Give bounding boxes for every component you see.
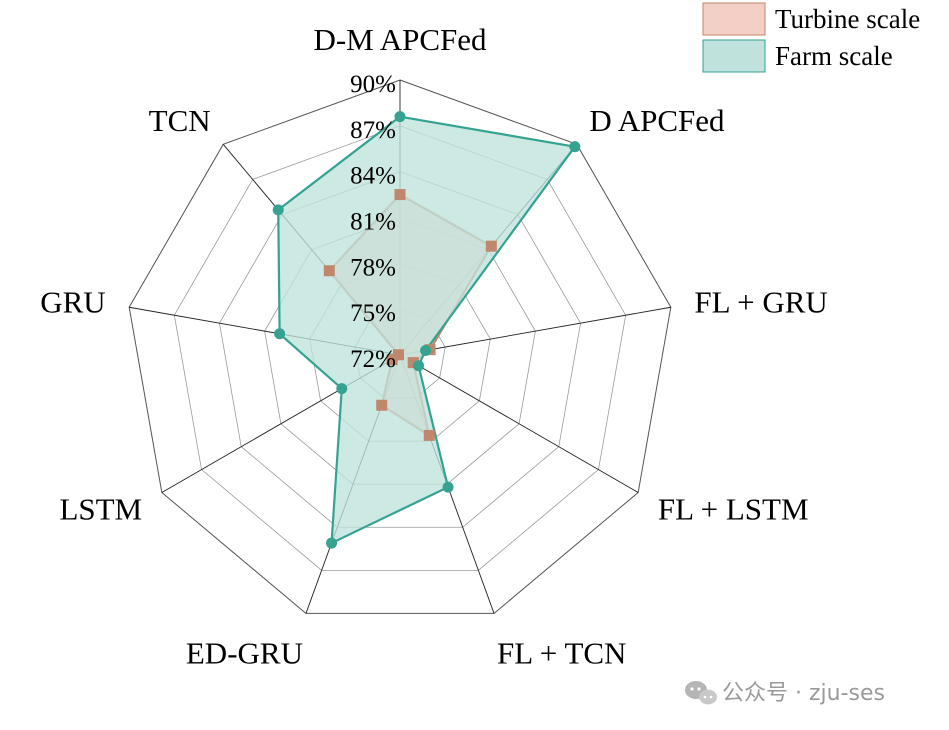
watermark-text: 公众号 · zju-ses <box>722 681 885 706</box>
axis-label: D APCFed <box>589 103 725 138</box>
legend-label-turbine: Turbine scale <box>775 4 920 34</box>
axis-label: FL + LSTM <box>658 492 809 527</box>
data-point-turbine-scale <box>323 265 335 277</box>
data-point-farm-scale <box>420 344 432 356</box>
radar-series <box>272 111 581 549</box>
tick-label: 78% <box>350 254 396 281</box>
legend: Turbine scale Farm scale <box>702 2 920 73</box>
data-point-farm-scale <box>274 328 286 340</box>
tick-label: 87% <box>350 117 396 144</box>
legend-label-farm: Farm scale <box>775 41 893 71</box>
axis-label: FL + GRU <box>694 285 827 320</box>
axis-label: TCN <box>149 103 211 138</box>
data-point-farm-scale <box>442 481 454 493</box>
grid-spoke <box>399 306 671 356</box>
series-area-farm-scale <box>277 115 576 545</box>
data-point-farm-scale <box>569 141 581 153</box>
axis-label: GRU <box>40 285 105 320</box>
grid-ring <box>219 171 581 528</box>
legend-swatch-turbine <box>702 2 766 36</box>
wechat-icon <box>685 681 717 705</box>
legend-swatch-farm <box>702 39 766 73</box>
grid-spoke <box>399 354 639 493</box>
axis-labels: D-M APCFed D APCFed FL + GRU FL + LSTM FL + … <box>40 22 828 670</box>
data-point-farm-scale <box>413 360 425 372</box>
tick-label: 81% <box>350 209 396 236</box>
axis-label: FL + TCN <box>497 635 626 670</box>
axis-label: ED-GRU <box>186 635 303 670</box>
tick-label: 90% <box>350 71 396 98</box>
data-point-farm-scale <box>272 204 284 216</box>
data-point-turbine-scale <box>423 429 435 441</box>
data-point-farm-scale <box>326 537 338 549</box>
data-point-turbine-scale <box>394 189 406 201</box>
axis-label: LSTM <box>59 492 142 527</box>
data-point-turbine-scale <box>407 357 419 369</box>
data-point-farm-scale <box>394 111 406 123</box>
data-point-farm-scale <box>336 383 348 395</box>
tick-label: 84% <box>350 163 396 190</box>
data-point-turbine-scale <box>376 399 388 411</box>
data-point-turbine-scale <box>386 354 398 366</box>
radial-tick-labels: 72% 75% 78% 81% 84% 87% 90% <box>350 71 396 373</box>
data-point-turbine-scale <box>485 240 497 252</box>
grid-ring <box>173 125 627 571</box>
tick-label: 75% <box>350 300 396 327</box>
data-point-turbine-scale <box>392 349 404 361</box>
axis-label: D-M APCFed <box>313 22 487 57</box>
grid-ring <box>128 79 672 614</box>
tick-label: 72% <box>350 346 396 373</box>
watermark: 公众号 · zju-ses <box>685 681 885 706</box>
